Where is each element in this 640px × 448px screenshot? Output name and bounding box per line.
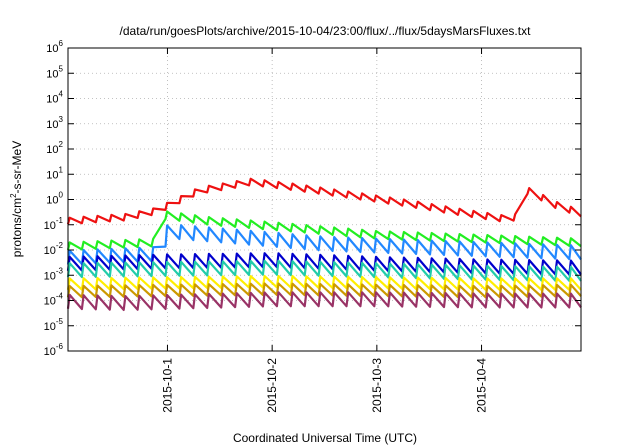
y-tick-label: 104 — [46, 90, 63, 106]
series-line — [66, 259, 582, 282]
x-axis: 2015-10-1 2015-10-2 2015-10-3 2015-10-4 — [160, 48, 489, 413]
y-tick-label: 10-2 — [44, 241, 64, 257]
y-tick-base: 10 — [46, 68, 58, 80]
series-line — [66, 177, 582, 225]
y-tick-label: 106 — [46, 39, 63, 55]
y-tick-label: 105 — [46, 64, 63, 80]
y-tick-exponent: -1 — [56, 216, 64, 225]
y-axis-label-suffix: -s-sr-MeV — [10, 141, 24, 194]
y-tick-base: 10 — [44, 346, 56, 358]
y-tick-exponent: 5 — [59, 64, 64, 73]
x-tick-label: 2015-10-3 — [370, 358, 384, 413]
grid — [68, 48, 581, 351]
y-tick-label: 10-3 — [44, 266, 64, 282]
y-tick-base: 10 — [44, 245, 56, 257]
y-tick-base: 10 — [46, 43, 58, 55]
y-tick-exponent: -3 — [56, 266, 64, 275]
y-tick-label: 101 — [46, 165, 63, 181]
y-tick-base: 10 — [46, 169, 58, 181]
y-axis-label-sup: 2 — [9, 193, 18, 198]
y-tick-base: 10 — [46, 195, 58, 207]
y-tick-label: 10-5 — [44, 317, 64, 333]
y-tick-exponent: -4 — [56, 292, 64, 301]
x-tick-label: 2015-10-4 — [475, 358, 489, 413]
y-tick-label: 10-4 — [44, 292, 64, 308]
y-tick-base: 10 — [44, 296, 56, 308]
series-line — [66, 252, 582, 276]
y-tick-base: 10 — [44, 321, 56, 333]
y-tick-exponent: 6 — [59, 39, 64, 48]
chart-title: /data/run/goesPlots/archive/2015-10-04/2… — [120, 24, 532, 38]
y-tick-exponent: 1 — [59, 165, 64, 174]
y-axis-label: protons/cm2-s-sr-MeV — [9, 141, 24, 257]
y-tick-label: 10-6 — [44, 342, 64, 358]
series-line — [66, 210, 582, 251]
y-tick-exponent: -6 — [56, 342, 64, 351]
y-tick-base: 10 — [46, 94, 58, 106]
x-tick-label: 2015-10-2 — [265, 358, 279, 413]
y-tick-base: 10 — [46, 119, 58, 131]
y-tick-exponent: 3 — [59, 115, 64, 124]
y-tick-label: 102 — [46, 140, 63, 156]
y-tick-exponent: -2 — [56, 241, 64, 250]
y-tick-exponent: 2 — [59, 140, 64, 149]
series-line — [66, 291, 582, 311]
series-line — [66, 274, 582, 291]
y-tick-base: 10 — [44, 220, 56, 232]
series-line — [66, 282, 582, 299]
y-tick-exponent: 0 — [59, 191, 64, 200]
y-tick-exponent: 4 — [59, 90, 64, 99]
x-axis-label: Coordinated Universal Time (UTC) — [233, 431, 417, 445]
y-tick-label: 103 — [46, 115, 63, 131]
y-tick-base: 10 — [44, 270, 56, 282]
y-tick-label: 100 — [46, 191, 63, 207]
y-tick-exponent: -5 — [56, 317, 64, 326]
series-layer — [66, 177, 582, 311]
y-axis: 10-610-510-410-310-210-11001011021031041… — [44, 39, 581, 358]
y-tick-label: 10-1 — [44, 216, 64, 232]
y-tick-base: 10 — [46, 144, 58, 156]
x-tick-label: 2015-10-1 — [160, 358, 174, 413]
y-axis-label-prefix: protons/cm — [10, 198, 24, 257]
